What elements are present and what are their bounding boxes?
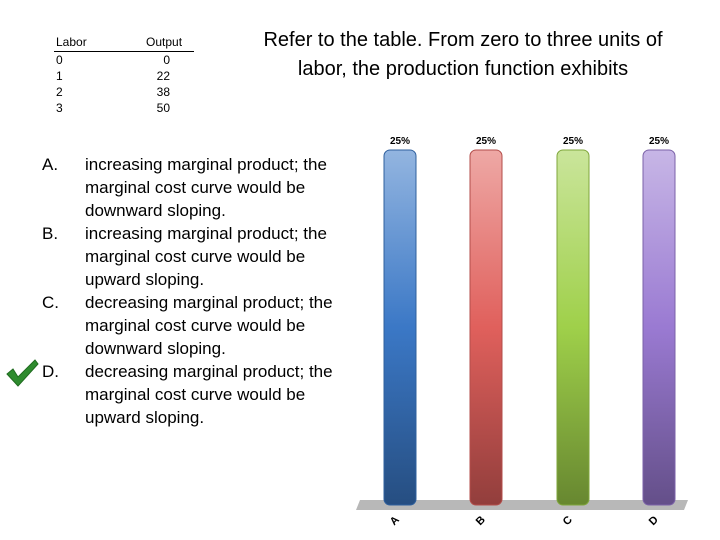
header-output: Output [146, 35, 183, 49]
category-label: D [647, 514, 661, 528]
response-bar-chart: 25% 25% 25% 25% A B C D [356, 136, 688, 528]
table-row: 1 22 [54, 68, 194, 84]
bar-a [383, 149, 417, 506]
labor-cell: 1 [56, 69, 63, 83]
value-label: 25% [649, 136, 669, 147]
option-text: decreasing marginal product; the margina… [85, 293, 333, 358]
output-cell: 22 [156, 69, 170, 83]
option-text: increasing marginal product; the margina… [85, 224, 327, 289]
labor-cell: 3 [56, 101, 63, 115]
output-cell: 38 [156, 85, 170, 99]
value-label: 25% [476, 136, 496, 147]
output-cell: 50 [156, 101, 170, 115]
table-header: Labor Output [54, 35, 194, 52]
table-row: 0 0 [54, 52, 194, 68]
checkmark-icon [6, 359, 39, 387]
option-d[interactable]: D. decreasing marginal product; the marg… [0, 359, 370, 429]
answer-options: A. increasing marginal product; the marg… [0, 153, 370, 429]
category-label: C [561, 514, 575, 528]
option-text: increasing marginal product; the margina… [85, 155, 327, 220]
table-row: 2 38 [54, 84, 194, 100]
table-row: 3 50 [54, 100, 194, 116]
category-label: A [388, 514, 402, 528]
bar-d [642, 149, 676, 506]
value-label: 25% [390, 136, 410, 147]
data-table: Labor Output 0 0 1 22 2 38 3 50 [54, 35, 194, 116]
value-label: 25% [563, 136, 583, 147]
chart-floor [356, 500, 688, 510]
bar-b [469, 149, 503, 506]
bar-c [556, 149, 590, 506]
option-letter: B. [42, 224, 59, 243]
option-b[interactable]: B. increasing marginal product; the marg… [0, 222, 370, 291]
option-text: decreasing marginal product; the margina… [85, 362, 333, 427]
header-labor: Labor [56, 35, 87, 49]
option-letter: C. [42, 293, 59, 312]
option-letter: D. [42, 362, 59, 381]
labor-cell: 2 [56, 85, 63, 99]
question-text: Refer to the table. From zero to three u… [263, 29, 663, 80]
output-cell: 0 [163, 53, 170, 67]
category-label: B [474, 514, 488, 528]
option-c[interactable]: C. decreasing marginal product; the marg… [0, 291, 370, 360]
option-a[interactable]: A. increasing marginal product; the marg… [0, 153, 370, 222]
option-letter: A. [42, 155, 59, 174]
labor-cell: 0 [56, 53, 63, 67]
